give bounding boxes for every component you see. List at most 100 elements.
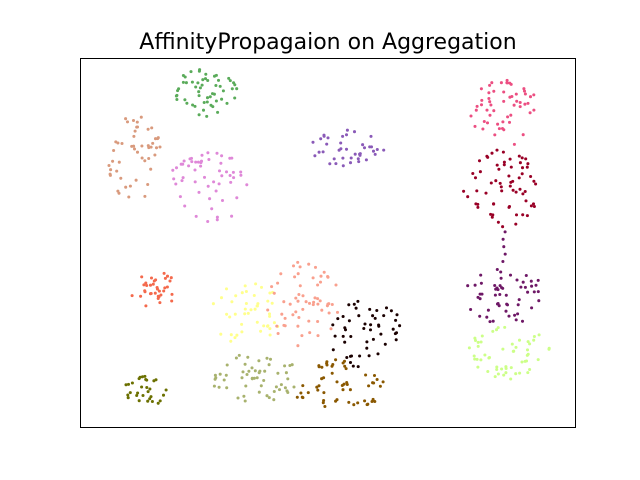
scatter-point [501, 225, 505, 229]
scatter-point [344, 367, 348, 371]
scatter-point [498, 292, 502, 297]
scatter-point [332, 157, 336, 161]
scatter-point [307, 301, 312, 305]
scatter-point [133, 129, 137, 133]
scatter-point [469, 307, 473, 312]
scatter-point [266, 299, 270, 303]
scatter-point [521, 280, 525, 284]
scatter-point [530, 306, 534, 310]
scatter-point [485, 108, 489, 112]
scatter-point [229, 333, 233, 337]
scatter-point [480, 98, 484, 102]
scatter-point [197, 90, 201, 94]
scatter-point [462, 189, 466, 193]
scatter-point [325, 142, 329, 146]
scatter-point [155, 287, 160, 291]
scatter-point [311, 140, 315, 144]
scatter-point [225, 386, 229, 390]
scatter-point [282, 300, 286, 304]
scatter-point [294, 296, 298, 300]
scatter-point [222, 378, 226, 382]
chart-title: AffinityPropagaion on Aggregation [139, 30, 516, 55]
scatter-point [149, 167, 153, 171]
scatter-point [474, 108, 478, 112]
scatter-point [349, 156, 353, 160]
scatter-point [341, 314, 345, 319]
scatter-point [288, 363, 292, 368]
scatter-point [352, 130, 357, 134]
scatter-point [521, 213, 525, 217]
scatter-point [137, 399, 141, 403]
scatter-point [210, 207, 214, 211]
scatter-point [507, 174, 511, 178]
scatter-point [508, 184, 512, 188]
scatter-point [211, 302, 215, 306]
scatter-point [290, 363, 294, 367]
scatter-point [124, 383, 128, 387]
scatter-point [500, 126, 505, 131]
scatter-point [499, 185, 503, 189]
scatter-point [502, 373, 506, 377]
scatter-point [154, 146, 159, 150]
scatter-point [394, 338, 398, 342]
scatter-point [501, 286, 505, 290]
scatter-point [146, 127, 150, 131]
scatter-point [152, 279, 156, 283]
scatter-point [214, 73, 218, 77]
scatter-point [153, 153, 157, 157]
scatter-point [115, 169, 119, 173]
scatter-point [367, 354, 371, 358]
scatter-point [220, 174, 224, 178]
scatter-point [331, 323, 335, 327]
scatter-point [217, 182, 221, 186]
scatter-point [476, 202, 480, 206]
scatter-point [256, 302, 260, 306]
scatter-point [127, 195, 131, 199]
scatter-point [165, 285, 169, 289]
scatter-point [479, 340, 483, 344]
scatter-point [334, 283, 338, 287]
scatter-point [156, 296, 160, 301]
scatter-point [523, 285, 527, 289]
scatter-point [198, 86, 202, 90]
scatter-point [495, 367, 499, 372]
scatter-point [214, 83, 218, 88]
scatter-point [377, 323, 381, 327]
scatter-point [521, 192, 525, 196]
scatter-point [265, 356, 269, 360]
scatter-point [130, 381, 134, 385]
scatter-point [145, 385, 149, 390]
scatter-point [381, 380, 385, 384]
scatter-point [394, 318, 398, 322]
scatter-point [348, 388, 352, 392]
scatter-point [528, 367, 532, 372]
scatter-point [254, 282, 258, 286]
scatter-point [139, 294, 143, 298]
scatter-point [520, 172, 524, 176]
scatter-point [529, 279, 533, 283]
scatter-point [153, 291, 157, 295]
scatter-point [274, 385, 278, 389]
scatter-point [119, 176, 123, 180]
scatter-point [473, 357, 477, 361]
scatter-point [201, 108, 206, 112]
scatter-point [525, 348, 530, 352]
scatter-point [235, 196, 239, 200]
scatter-point [132, 144, 136, 148]
scatter-point [334, 358, 338, 362]
scatter-point [213, 373, 217, 377]
scatter-point [295, 395, 299, 399]
scatter-point [532, 93, 536, 97]
scatter-point [268, 357, 273, 361]
scatter-point [368, 307, 372, 311]
scatter-point [393, 332, 397, 336]
scatter-point [321, 150, 325, 154]
scatter-point [525, 214, 529, 218]
scatter-point [478, 314, 482, 318]
scatter-point [494, 287, 498, 291]
scatter-point [233, 336, 237, 340]
scatter-point [276, 331, 280, 336]
scatter-point [194, 214, 198, 218]
scatter-point [163, 276, 167, 280]
